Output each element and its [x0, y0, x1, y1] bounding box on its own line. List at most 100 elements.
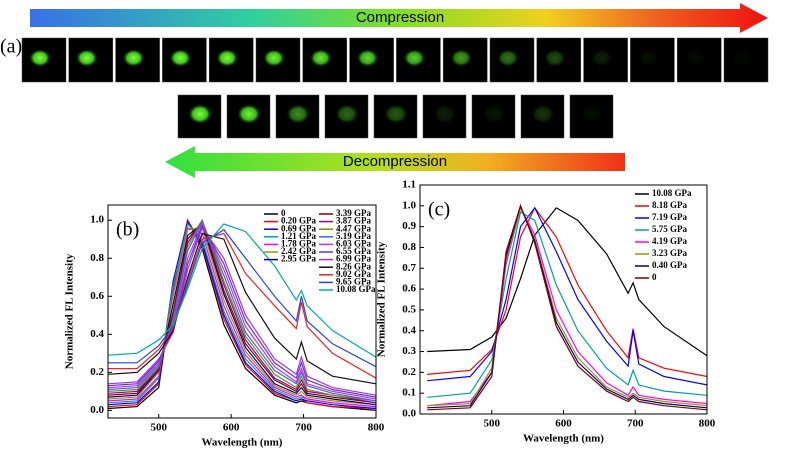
micrograph: [177, 94, 222, 139]
legend-label: 0: [281, 208, 286, 218]
decompression-label: Decompression: [343, 153, 447, 170]
decompression-arrow: [165, 146, 625, 178]
y-axis-label: Normalized FL Intensity: [376, 241, 388, 357]
x-tick-label: 800: [368, 422, 385, 434]
legend-label: 2.95 GPa: [281, 254, 316, 264]
emission-spot: [335, 104, 359, 124]
emission-spot: [286, 104, 310, 124]
emission-spot: [637, 49, 660, 67]
emission-spot: [188, 104, 212, 124]
x-tick-label: 600: [555, 418, 572, 430]
spectrum-line: [108, 232, 376, 379]
legend-label: 2.42 GPa: [281, 246, 316, 256]
y-axis-label: Normalized FL Intensity: [64, 253, 76, 369]
spectrum-line: [427, 206, 707, 386]
legend-label: 0.69 GPa: [281, 223, 316, 233]
legend-label: 3.87 GPa: [336, 216, 371, 226]
emission-spot: [450, 49, 473, 67]
legend-label: 9.02 GPa: [336, 269, 371, 279]
micrograph-strip: [21, 37, 769, 139]
legend-label: 0.20 GPa: [281, 216, 316, 226]
panel-label: (b): [116, 219, 139, 241]
y-tick-label: 0.6: [90, 290, 104, 302]
panel-label: (a): [0, 36, 22, 58]
y-tick-label: 1.1: [402, 179, 416, 191]
emission-spot: [531, 104, 555, 124]
y-tick-label: 0.8: [402, 241, 416, 253]
compression-arrow: [30, 3, 768, 33]
y-tick-label: 0.3: [402, 345, 416, 357]
y-tick-label: 1.0: [402, 199, 416, 211]
legend-label: 7.19 GPa: [652, 212, 687, 222]
emission-spot: [433, 104, 457, 124]
y-tick-label: 0.4: [402, 324, 416, 336]
legend-label: 5.19 GPa: [336, 231, 371, 241]
panel-label: (c): [428, 199, 450, 221]
emission-spot: [263, 49, 285, 67]
spectrum-line: [427, 207, 707, 357]
emission-spot: [384, 104, 408, 124]
y-tick-label: 0.5: [402, 303, 416, 315]
spectrum-line: [108, 232, 376, 385]
legend-label: 0.40 GPa: [652, 260, 687, 270]
y-tick-label: 0.4: [90, 328, 104, 340]
legend-label: 3.39 GPa: [336, 208, 371, 218]
y-tick-label: 0.9: [402, 220, 416, 232]
emission-spot: [216, 49, 239, 67]
x-tick-label: 800: [699, 418, 716, 430]
legend-label: 8.18 GPa: [652, 200, 687, 210]
y-tick-label: 1.0: [90, 214, 104, 226]
y-tick-label: 0.7: [402, 262, 416, 274]
y-tick-label: 0.6: [402, 283, 416, 295]
legend-label: 6.55 GPa: [336, 246, 371, 256]
spectrum-line: [108, 228, 376, 368]
x-tick-label: 700: [627, 418, 644, 430]
y-tick-label: 0.8: [90, 252, 104, 264]
x-tick-label: 700: [295, 422, 312, 434]
legend-label: 10.08 GPa: [336, 284, 376, 294]
y-tick-label: 0.2: [402, 366, 416, 378]
spectrum-line: [108, 226, 376, 396]
emission-spot: [29, 49, 51, 67]
legend-label: 6.03 GPa: [336, 238, 371, 248]
emission-spot: [590, 49, 613, 67]
micrograph: [723, 37, 769, 83]
legend-label: 8.26 GPa: [336, 261, 371, 271]
emission-spot: [122, 49, 145, 67]
x-axis-label: Wavelength (nm): [523, 433, 604, 445]
plot-frame: [107, 204, 377, 419]
emission-spot: [482, 104, 506, 124]
legend-label: 1.21 GPa: [281, 231, 316, 241]
emission-spot: [309, 49, 332, 67]
spectrum-line: [108, 224, 376, 398]
emission-spot: [75, 49, 98, 67]
emission-spot: [356, 49, 379, 67]
spectrum-line: [108, 223, 376, 358]
compression-label: Compression: [356, 9, 444, 26]
x-tick-label: 500: [150, 422, 167, 434]
emission-spot: [731, 49, 753, 67]
emission-spot: [580, 104, 604, 124]
legend-label: 0: [652, 272, 657, 282]
legend-label: 4.47 GPa: [336, 223, 371, 233]
emission-spot: [543, 49, 566, 67]
legend-label: 5.75 GPa: [652, 224, 687, 234]
legend-label: 10.08 GPa: [652, 188, 692, 198]
legend-label: 6.99 GPa: [336, 254, 371, 264]
emission-spot: [497, 49, 519, 67]
spectrum-line: [427, 203, 707, 411]
x-axis-label: Wavelength (nm): [202, 437, 283, 449]
y-tick-label: 0.0: [402, 408, 416, 420]
emission-spot: [684, 49, 707, 67]
legend-label: 1.78 GPa: [281, 238, 316, 248]
legend-label: 9.65 GPa: [336, 276, 371, 286]
y-tick-label: 0.1: [402, 387, 416, 399]
x-tick-label: 500: [484, 418, 501, 430]
legend-label: 4.19 GPa: [652, 236, 687, 246]
y-tick-label: 0.2: [90, 366, 104, 378]
emission-spot: [169, 49, 192, 67]
y-tick-label: 0.0: [90, 404, 104, 416]
x-tick-label: 600: [223, 422, 240, 434]
legend-label: 3.23 GPa: [652, 248, 687, 258]
